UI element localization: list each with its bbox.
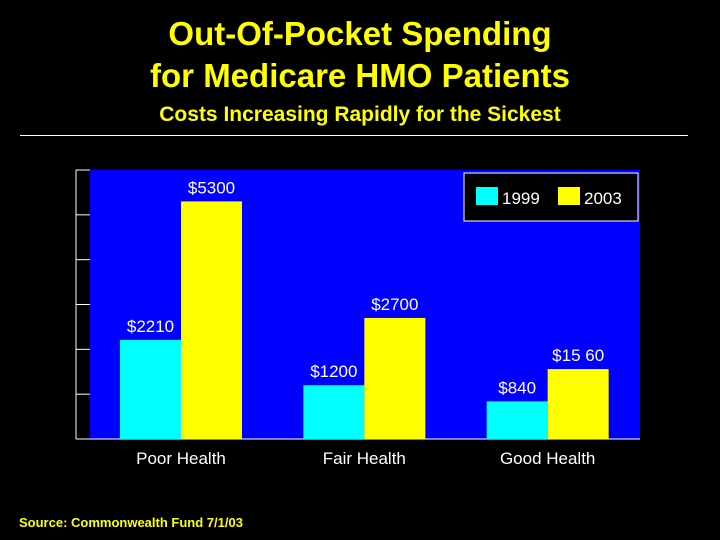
title-divider	[20, 135, 688, 136]
legend-swatch-1999	[476, 187, 498, 205]
slide-subtitle: Costs Increasing Rapidly for the Sickest	[159, 103, 561, 126]
data-label-1999: $1200	[310, 362, 357, 381]
legend-swatch-2003	[558, 187, 580, 205]
bar-1999	[486, 401, 548, 439]
legend-label-1999: 1999	[502, 189, 540, 208]
slide-title-line-1: Out-Of-Pocket Spending	[168, 15, 552, 52]
slide-title-line-2: for Medicare HMO Patients	[150, 57, 570, 94]
bar-1999	[120, 339, 181, 439]
data-label-1999: $840	[498, 378, 536, 397]
x-tick-label: Good Health	[500, 449, 595, 468]
bar-2003	[364, 317, 426, 439]
x-tick-label: Poor Health	[136, 449, 226, 468]
bar-1999	[303, 385, 365, 439]
bar-2003	[181, 201, 242, 439]
data-label-2003: $2700	[371, 295, 418, 314]
data-label-2003: $5300	[188, 178, 235, 197]
x-tick-label: Fair Health	[323, 449, 406, 468]
data-label-1999: $2210	[127, 317, 174, 336]
bar-2003	[547, 369, 609, 439]
source-note: Source: Commonwealth Fund 7/1/03	[19, 515, 243, 530]
data-label-2003: $15 60	[552, 346, 604, 365]
legend-label-2003: 2003	[584, 189, 622, 208]
